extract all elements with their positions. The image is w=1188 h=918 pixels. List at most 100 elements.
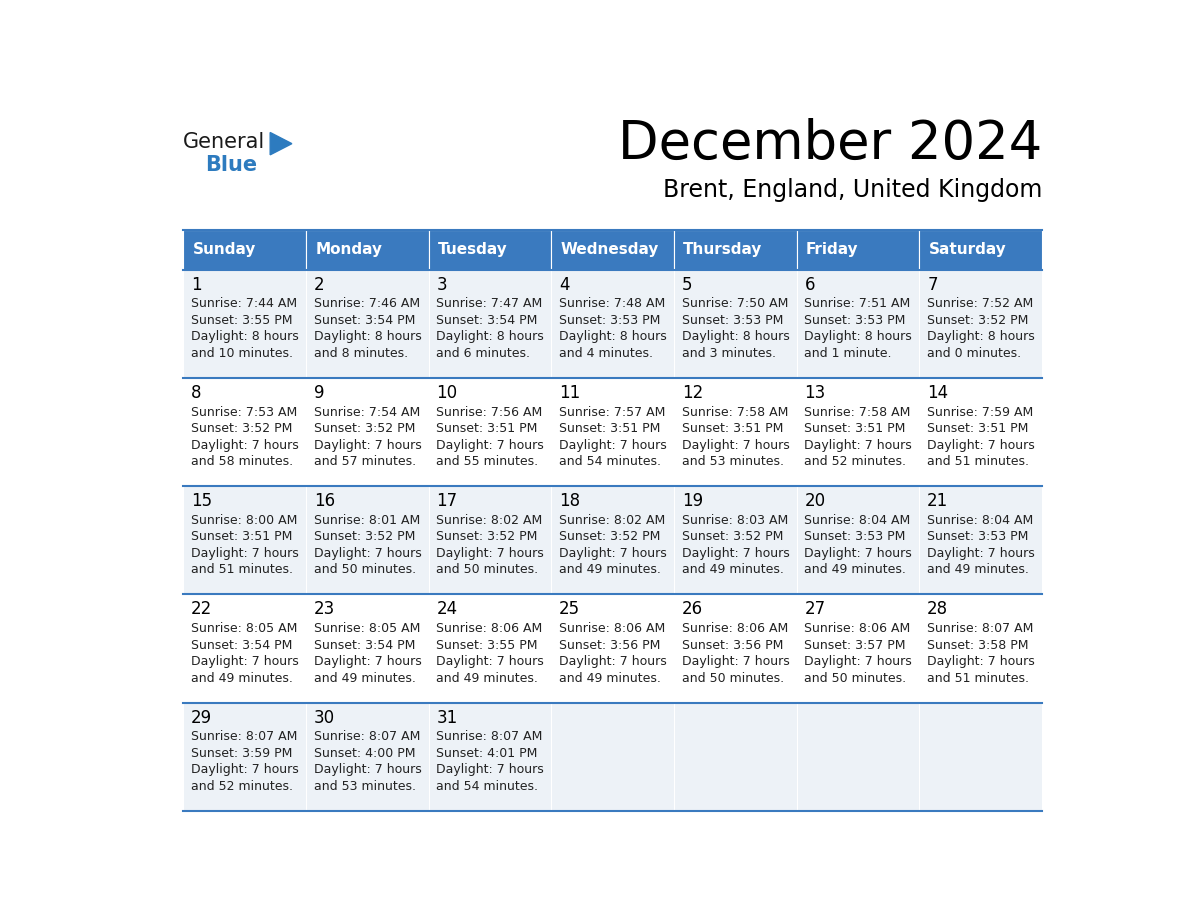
Text: Sunrise: 7:56 AM: Sunrise: 7:56 AM: [436, 406, 543, 419]
Text: Sunset: 3:53 PM: Sunset: 3:53 PM: [804, 531, 906, 543]
Text: Daylight: 8 hours: Daylight: 8 hours: [927, 330, 1035, 343]
Text: Daylight: 7 hours: Daylight: 7 hours: [804, 655, 912, 668]
Text: Daylight: 8 hours: Daylight: 8 hours: [314, 330, 422, 343]
Text: Wednesday: Wednesday: [561, 242, 659, 257]
Text: Sunset: 3:56 PM: Sunset: 3:56 PM: [682, 639, 783, 652]
Text: Sunrise: 7:50 AM: Sunrise: 7:50 AM: [682, 297, 788, 310]
Bar: [674, 594, 797, 702]
Text: Sunrise: 8:03 AM: Sunrise: 8:03 AM: [682, 514, 788, 527]
Bar: [183, 270, 307, 378]
Text: Daylight: 8 hours: Daylight: 8 hours: [804, 330, 912, 343]
Text: 7: 7: [927, 275, 937, 294]
Bar: [797, 702, 920, 811]
Text: Sunrise: 8:06 AM: Sunrise: 8:06 AM: [682, 622, 788, 635]
Text: 9: 9: [314, 384, 324, 402]
Text: Sunrise: 7:59 AM: Sunrise: 7:59 AM: [927, 406, 1034, 419]
Text: Sunset: 4:01 PM: Sunset: 4:01 PM: [436, 747, 538, 760]
Bar: [551, 594, 674, 702]
Bar: [307, 270, 429, 378]
Text: Sunset: 3:53 PM: Sunset: 3:53 PM: [804, 314, 906, 327]
Text: and 49 minutes.: and 49 minutes.: [682, 564, 784, 577]
Text: and 49 minutes.: and 49 minutes.: [436, 672, 538, 685]
Text: Sunrise: 7:57 AM: Sunrise: 7:57 AM: [560, 406, 665, 419]
Text: 26: 26: [682, 600, 703, 619]
Text: Sunrise: 8:05 AM: Sunrise: 8:05 AM: [314, 622, 421, 635]
Bar: [674, 378, 797, 486]
Bar: [551, 486, 674, 594]
Text: and 51 minutes.: and 51 minutes.: [927, 672, 1029, 685]
Bar: [674, 230, 797, 270]
Text: Daylight: 7 hours: Daylight: 7 hours: [560, 547, 666, 560]
Text: and 0 minutes.: and 0 minutes.: [927, 347, 1022, 360]
Text: Daylight: 7 hours: Daylight: 7 hours: [927, 547, 1035, 560]
Bar: [674, 702, 797, 811]
Text: Blue: Blue: [206, 155, 257, 174]
Text: Daylight: 8 hours: Daylight: 8 hours: [682, 330, 790, 343]
Text: Sunrise: 7:44 AM: Sunrise: 7:44 AM: [191, 297, 297, 310]
Text: Sunset: 3:56 PM: Sunset: 3:56 PM: [560, 639, 661, 652]
Bar: [429, 270, 551, 378]
Text: Daylight: 8 hours: Daylight: 8 hours: [436, 330, 544, 343]
Text: Sunset: 3:51 PM: Sunset: 3:51 PM: [560, 422, 661, 435]
Text: Sunrise: 8:05 AM: Sunrise: 8:05 AM: [191, 622, 297, 635]
Text: Sunset: 3:54 PM: Sunset: 3:54 PM: [314, 314, 415, 327]
Text: and 53 minutes.: and 53 minutes.: [314, 780, 416, 793]
Bar: [183, 486, 307, 594]
Text: and 50 minutes.: and 50 minutes.: [682, 672, 784, 685]
Text: Sunset: 3:52 PM: Sunset: 3:52 PM: [682, 531, 783, 543]
Bar: [920, 270, 1042, 378]
Text: Sunrise: 8:07 AM: Sunrise: 8:07 AM: [314, 731, 421, 744]
Text: Sunset: 3:53 PM: Sunset: 3:53 PM: [682, 314, 783, 327]
Text: 31: 31: [436, 709, 457, 727]
Text: and 51 minutes.: and 51 minutes.: [927, 455, 1029, 468]
Text: 2: 2: [314, 275, 324, 294]
Text: Daylight: 7 hours: Daylight: 7 hours: [682, 439, 790, 452]
Bar: [797, 486, 920, 594]
Text: and 57 minutes.: and 57 minutes.: [314, 455, 416, 468]
Text: Sunrise: 8:01 AM: Sunrise: 8:01 AM: [314, 514, 421, 527]
Bar: [183, 594, 307, 702]
Text: Sunset: 3:51 PM: Sunset: 3:51 PM: [804, 422, 906, 435]
Text: 1: 1: [191, 275, 202, 294]
Text: Sunrise: 7:58 AM: Sunrise: 7:58 AM: [682, 406, 788, 419]
Text: Sunset: 3:54 PM: Sunset: 3:54 PM: [191, 639, 292, 652]
Text: Sunday: Sunday: [192, 242, 257, 257]
Text: Daylight: 7 hours: Daylight: 7 hours: [436, 547, 544, 560]
Text: Sunrise: 8:00 AM: Sunrise: 8:00 AM: [191, 514, 297, 527]
Text: 28: 28: [927, 600, 948, 619]
Text: Daylight: 7 hours: Daylight: 7 hours: [560, 439, 666, 452]
Text: 24: 24: [436, 600, 457, 619]
Text: 29: 29: [191, 709, 213, 727]
Text: Sunset: 3:54 PM: Sunset: 3:54 PM: [436, 314, 538, 327]
Bar: [920, 230, 1042, 270]
Text: Sunset: 3:52 PM: Sunset: 3:52 PM: [314, 531, 415, 543]
Bar: [551, 378, 674, 486]
Text: and 54 minutes.: and 54 minutes.: [560, 455, 662, 468]
Bar: [429, 378, 551, 486]
Text: Daylight: 7 hours: Daylight: 7 hours: [560, 655, 666, 668]
Text: Sunrise: 8:02 AM: Sunrise: 8:02 AM: [436, 514, 543, 527]
Text: Sunrise: 7:53 AM: Sunrise: 7:53 AM: [191, 406, 297, 419]
Bar: [797, 270, 920, 378]
Bar: [920, 378, 1042, 486]
Text: 14: 14: [927, 384, 948, 402]
Text: Sunset: 3:53 PM: Sunset: 3:53 PM: [560, 314, 661, 327]
Text: and 1 minute.: and 1 minute.: [804, 347, 892, 360]
Text: and 50 minutes.: and 50 minutes.: [436, 564, 538, 577]
Text: Daylight: 7 hours: Daylight: 7 hours: [191, 655, 299, 668]
Text: General: General: [183, 131, 266, 151]
Bar: [797, 230, 920, 270]
Text: Sunset: 3:51 PM: Sunset: 3:51 PM: [191, 531, 292, 543]
Text: and 6 minutes.: and 6 minutes.: [436, 347, 531, 360]
Text: Sunset: 3:52 PM: Sunset: 3:52 PM: [560, 531, 661, 543]
Text: Daylight: 8 hours: Daylight: 8 hours: [560, 330, 666, 343]
Text: Sunset: 3:52 PM: Sunset: 3:52 PM: [436, 531, 538, 543]
Text: Thursday: Thursday: [683, 242, 763, 257]
Text: and 50 minutes.: and 50 minutes.: [314, 564, 416, 577]
Bar: [183, 378, 307, 486]
Text: Sunset: 3:51 PM: Sunset: 3:51 PM: [682, 422, 783, 435]
Text: 6: 6: [804, 275, 815, 294]
Text: Tuesday: Tuesday: [438, 242, 507, 257]
Text: 12: 12: [682, 384, 703, 402]
Text: Daylight: 7 hours: Daylight: 7 hours: [314, 764, 422, 777]
